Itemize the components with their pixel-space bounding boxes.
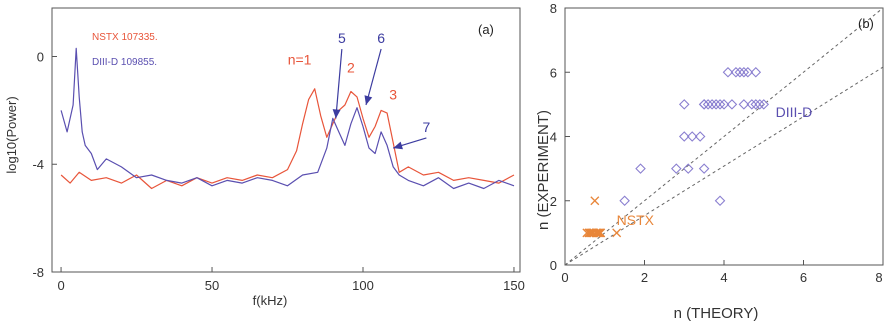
reference-line [564, 7, 884, 266]
panel-b-ytick-label: 2 [550, 194, 557, 209]
annotation-arrow [365, 48, 382, 106]
data-point-diiid [718, 99, 730, 110]
panel-a-xlabel: f(kHz) [253, 293, 288, 308]
annotation-arrowhead [393, 141, 403, 150]
data-point-diiid [738, 99, 750, 110]
legend-diiid: DIII-D 109855. [92, 57, 157, 68]
panel-b: 0 2 4 6 8 0 2 4 6 8 NSTX DIII-D (b) n (THEORY) n (… [535, 1, 884, 322]
data-point-diiid [686, 131, 698, 142]
data-point-diiid [635, 163, 646, 174]
data-point-diiid [682, 163, 694, 174]
panel-b-ylabel: n (EXPERIMENT) [535, 110, 552, 230]
annotation-label: NSTX [617, 212, 655, 228]
data-point-diiid [750, 66, 762, 78]
annotation-label: DIII-D [776, 104, 813, 120]
annotation-label: n=1 [288, 52, 312, 68]
data-point-diiid [678, 131, 690, 142]
annotation-label: 7 [423, 119, 431, 135]
data-point-diiid [710, 99, 722, 110]
series-line-diiid [60, 47, 515, 190]
panel-a-ytick-label: 0 [37, 49, 44, 64]
data-point-diiid [702, 99, 714, 110]
data-point-diiid [694, 131, 706, 142]
data-point-diiid [746, 99, 758, 110]
annotation-label: 2 [347, 60, 355, 76]
panel-a-frame [51, 7, 521, 273]
panel-b-ticks: 0 2 4 6 8 0 2 4 6 8 [550, 1, 884, 285]
panel-b-xtick-label: 0 [561, 270, 568, 285]
reference-line [564, 66, 884, 266]
data-point-diiid [698, 99, 710, 110]
data-point-diiid [750, 99, 762, 110]
panel-a-xtick-label: 50 [205, 278, 219, 293]
panel-b-annotations: NSTX DIII-D [617, 104, 813, 228]
data-point-nstx [586, 228, 596, 238]
data-point-diiid [714, 195, 726, 207]
panel-a-label: (a) [478, 22, 494, 37]
panel-a-xtick-label: 0 [57, 278, 64, 293]
data-point-diiid [726, 99, 738, 110]
data-point-diiid [722, 66, 734, 78]
series-line-nstx [60, 88, 515, 190]
panel-a-ytick-label: -8 [32, 265, 44, 280]
panel-b-xtick-label: 6 [800, 270, 807, 285]
legend-nstx: NSTX 107335. [92, 32, 158, 43]
data-point-nstx [590, 196, 600, 206]
panel-b-xtick-label: 8 [875, 270, 882, 285]
annotation-arrow [335, 48, 343, 119]
panel-b-reference-lines [564, 7, 884, 266]
data-point-nstx [596, 228, 606, 238]
annotation-label: 5 [338, 30, 346, 46]
panel-a: 0 50 100 150 0 -4 -8 n=1 2 3 5 6 7 (a) NSTX 107335.… [4, 7, 525, 308]
panel-b-xtick-label: 4 [720, 270, 727, 285]
data-point-diiid [706, 99, 718, 110]
data-point-diiid [698, 163, 710, 174]
data-point-nstx [612, 228, 622, 238]
data-point-diiid [734, 66, 746, 78]
data-point-nstx [584, 228, 594, 238]
panel-b-label: (b) [858, 16, 874, 31]
data-point-diiid [754, 99, 766, 110]
panel-a-xtick-label: 100 [352, 278, 374, 293]
data-point-diiid [742, 66, 754, 78]
panel-a-ylabel: log10(Power) [4, 96, 19, 173]
data-point-diiid [678, 99, 690, 110]
panel-b-ytick-label: 4 [550, 130, 557, 145]
panel-b-ytick-label: 6 [550, 65, 557, 80]
data-point-diiid [714, 99, 726, 110]
panel-a-ticks: 0 50 100 150 0 -4 -8 [32, 49, 524, 293]
panel-b-xlabel: n (THEORY) [674, 305, 759, 322]
panel-b-ytick-label: 0 [550, 258, 557, 273]
annotation-arrowhead [332, 109, 341, 119]
panel-a-lines [60, 47, 515, 190]
data-point-nstx [594, 228, 604, 238]
panel-a-xtick-label: 150 [503, 278, 525, 293]
panel-b-ytick-label: 8 [550, 1, 557, 16]
panel-b-points [582, 66, 770, 238]
annotation-arrowhead [364, 95, 373, 105]
data-point-diiid [730, 66, 742, 78]
annotation-label: 3 [389, 87, 397, 103]
panel-b-xtick-label: 2 [641, 270, 648, 285]
data-point-diiid [738, 66, 750, 78]
data-point-diiid [619, 195, 630, 207]
annotation-label: 6 [377, 30, 385, 46]
panel-a-ytick-label: -4 [32, 157, 44, 172]
panel-a-annotations: n=1 2 3 5 6 7 [288, 30, 431, 150]
data-point-diiid [671, 163, 682, 174]
data-point-diiid [758, 99, 770, 110]
